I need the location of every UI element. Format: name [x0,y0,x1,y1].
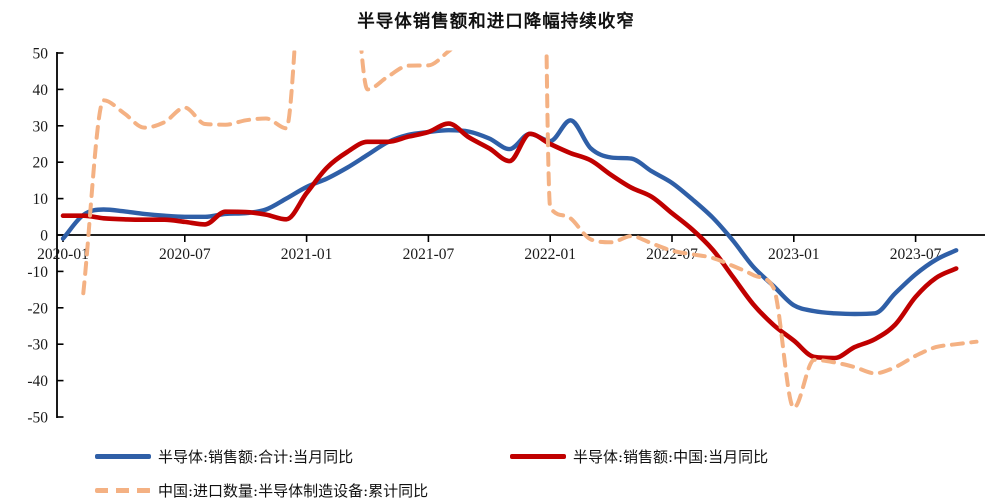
legend-label-china: 半导体:销售额:中国:当月同比 [573,448,769,466]
x-tick-label: 2022-07 [646,246,698,263]
y-tick-label: -30 [27,337,48,354]
chart-title: 半导体销售额和进口降幅持续收窄 [357,12,635,32]
x-tick-label: 2021-01 [281,246,333,263]
legend-line-sample-import-orange-dashed [95,488,151,493]
x-tick-label: 2020-07 [159,246,211,263]
x-tick-label: 2020-01 [37,246,89,263]
y-tick-label: 10 [33,191,49,208]
series-line-0 [60,118,959,317]
legend-line-sample-china-red [510,454,566,459]
y-tick-label: 30 [33,118,49,135]
y-tick-label: 40 [33,82,49,99]
x-tick-label: 2023-07 [890,246,942,263]
y-tick-label: -10 [27,264,48,281]
legend-item-total: 半导体:销售额:合计:当月同比 [95,446,353,467]
y-tick-label: -40 [27,373,48,390]
series-line-2 [81,50,979,410]
plot-area [60,50,979,410]
legend-item-import: 中国:进口数量:半导体制造设备:累计同比 [95,480,428,501]
y-tick-label: -20 [27,300,48,317]
y-tick-label: 50 [33,46,49,63]
y-tick-label: -50 [27,410,48,427]
legend-line-sample-total-blue [95,454,151,459]
y-tick-label: 0 [40,228,48,245]
series-line-1 [60,121,959,361]
x-tick-label: 2023-01 [768,246,820,263]
legend-label-import: 中国:进口数量:半导体制造设备:累计同比 [158,482,429,500]
y-tick-label: 20 [33,155,49,172]
x-tick-label: 2022-01 [524,246,576,263]
legend-label-total: 半导体:销售额:合计:当月同比 [158,448,354,466]
legend-item-china: 半导体:销售额:中国:当月同比 [510,446,768,467]
x-tick-label: 2021-07 [403,246,455,263]
